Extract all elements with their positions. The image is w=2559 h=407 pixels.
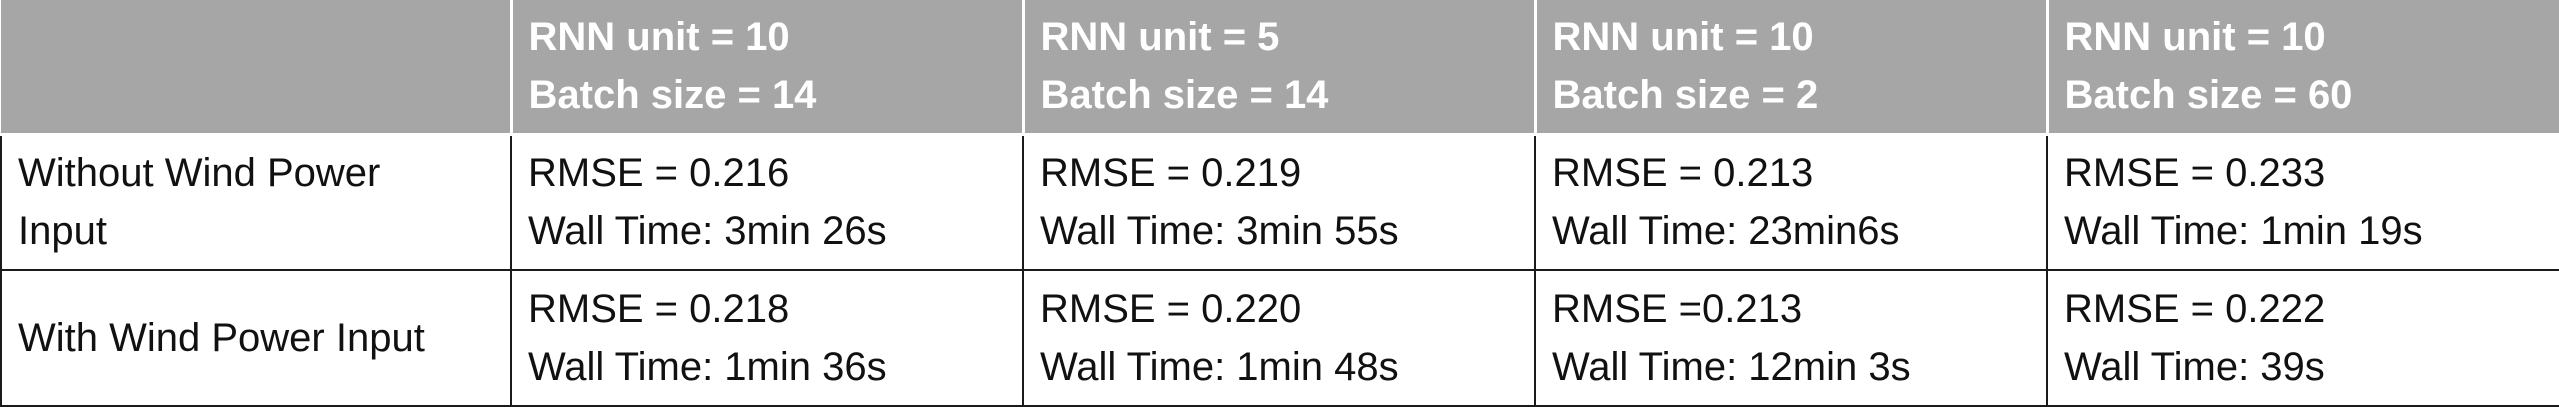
result-cell: RMSE = 0.213 Wall Time: 23min6s xyxy=(1535,134,2047,270)
header-batch-size: Batch size = 14 xyxy=(1041,66,1534,124)
header-cell-config-3: RNN unit = 10 Batch size = 2 xyxy=(1535,0,2047,134)
rmse-value: RMSE = 0.219 xyxy=(1040,144,1534,202)
result-cell: RMSE = 0.220 Wall Time: 1min 48s xyxy=(1023,270,1535,406)
table-row-without-wind-power: Without Wind Power Input RMSE = 0.216 Wa… xyxy=(1,134,2559,270)
wall-time-value: Wall Time: 39s xyxy=(2064,338,2559,396)
rmse-value: RMSE = 0.222 xyxy=(2064,280,2559,338)
wall-time-value: Wall Time: 12min 3s xyxy=(1552,338,2046,396)
header-batch-size: Batch size = 60 xyxy=(2065,66,2559,124)
row-label-line1: With Wind Power Input xyxy=(18,309,510,367)
table-row-with-wind-power: With Wind Power Input RMSE = 0.218 Wall … xyxy=(1,270,2559,406)
row-label-line1: Without Wind Power xyxy=(18,144,510,202)
wall-time-value: Wall Time: 3min 55s xyxy=(1040,202,1534,260)
header-cell-config-4: RNN unit = 10 Batch size = 60 xyxy=(2047,0,2559,134)
wall-time-value: Wall Time: 3min 26s xyxy=(528,202,1022,260)
result-cell: RMSE =0.213 Wall Time: 12min 3s xyxy=(1535,270,2047,406)
header-rnn-unit: RNN unit = 5 xyxy=(1041,8,1534,66)
rmse-value: RMSE = 0.218 xyxy=(528,280,1022,338)
header-batch-size: Batch size = 2 xyxy=(1553,66,2046,124)
header-cell-empty xyxy=(1,0,511,134)
wall-time-value: Wall Time: 1min 36s xyxy=(528,338,1022,396)
header-rnn-unit: RNN unit = 10 xyxy=(529,8,1022,66)
header-cell-config-2: RNN unit = 5 Batch size = 14 xyxy=(1023,0,1535,134)
result-cell: RMSE = 0.216 Wall Time: 3min 26s xyxy=(511,134,1023,270)
result-cell: RMSE = 0.233 Wall Time: 1min 19s xyxy=(2047,134,2559,270)
rmse-value: RMSE = 0.233 xyxy=(2064,144,2559,202)
row-label-cell: With Wind Power Input xyxy=(1,270,511,406)
row-label-line2: Input xyxy=(18,202,510,260)
row-label-cell: Without Wind Power Input xyxy=(1,134,511,270)
rmse-value: RMSE = 0.220 xyxy=(1040,280,1534,338)
result-cell: RMSE = 0.222 Wall Time: 39s xyxy=(2047,270,2559,406)
rmse-value: RMSE =0.213 xyxy=(1552,280,2046,338)
header-rnn-unit: RNN unit = 10 xyxy=(2065,8,2559,66)
header-batch-size: Batch size = 14 xyxy=(529,66,1022,124)
wall-time-value: Wall Time: 23min6s xyxy=(1552,202,2046,260)
header-rnn-unit: RNN unit = 10 xyxy=(1553,8,2046,66)
header-cell-config-1: RNN unit = 10 Batch size = 14 xyxy=(511,0,1023,134)
rmse-value: RMSE = 0.216 xyxy=(528,144,1022,202)
header-row: RNN unit = 10 Batch size = 14 RNN unit =… xyxy=(1,0,2559,134)
rmse-value: RMSE = 0.213 xyxy=(1552,144,2046,202)
wall-time-value: Wall Time: 1min 19s xyxy=(2064,202,2559,260)
wall-time-value: Wall Time: 1min 48s xyxy=(1040,338,1534,396)
result-cell: RMSE = 0.219 Wall Time: 3min 55s xyxy=(1023,134,1535,270)
result-cell: RMSE = 0.218 Wall Time: 1min 36s xyxy=(511,270,1023,406)
